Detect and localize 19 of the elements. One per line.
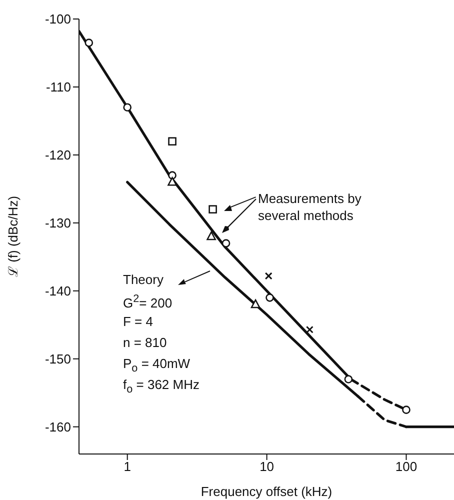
y-axis-title: ℒ (f) (dBc/Hz) [6, 196, 21, 278]
annotation: f$_{o}$ = 362 MHz [123, 377, 200, 396]
x-tick-label: 1 [124, 459, 131, 474]
y-tick-label: -150 [44, 351, 71, 366]
annotation: Measurements by several methods [258, 190, 362, 224]
annotation: P$_{o}$ = 40mW [123, 356, 190, 375]
y-tick-label: -130 [44, 216, 71, 231]
annotation: G$^{2}$= 200 [123, 293, 172, 310]
y-tick-label: -110 [46, 80, 71, 95]
x-axis-title: Frequency offset (kHz) [200, 484, 332, 499]
annotation: F = 4 [123, 314, 153, 329]
y-tick-label: -100 [44, 12, 71, 27]
x-tick-label: 10 [260, 459, 274, 474]
annotation: Theory [123, 272, 164, 287]
y-tick-label: -160 [44, 419, 71, 434]
y-tick-label: -120 [44, 148, 71, 163]
annotation: n = 810 [123, 335, 167, 350]
y-tick-label: -140 [44, 283, 71, 298]
x-tick-label: 100 [395, 459, 418, 474]
